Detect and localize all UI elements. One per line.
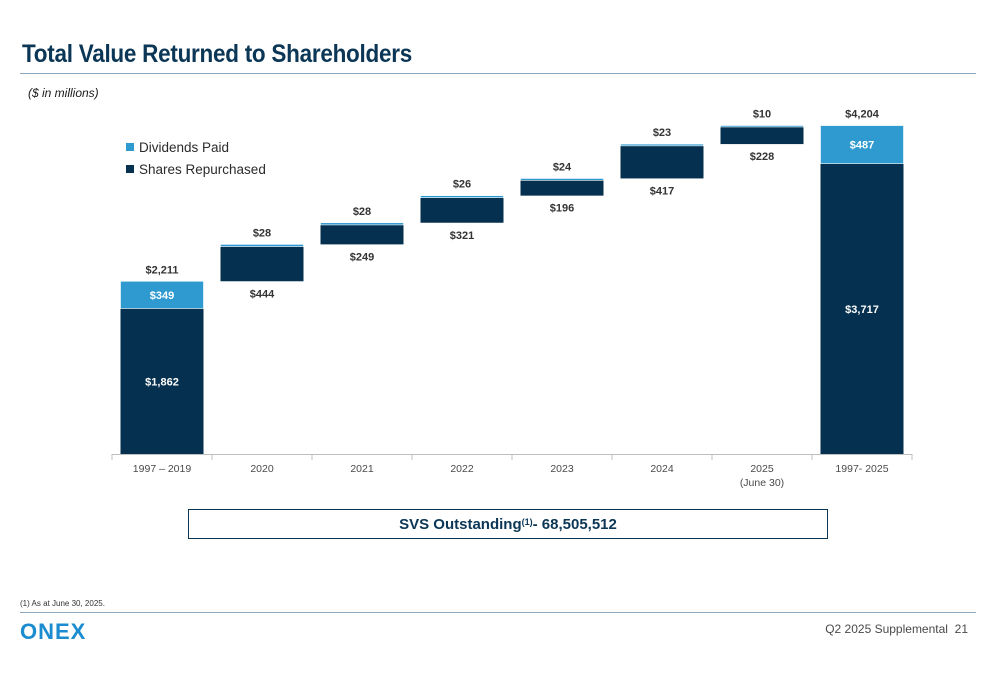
footer-rule xyxy=(20,612,976,613)
bar-dividends-paid xyxy=(320,222,404,226)
data-label-dividends-paid: $24 xyxy=(553,161,572,173)
x-tick-label: (June 30) xyxy=(740,477,784,489)
x-tick-label: 2022 xyxy=(450,463,474,475)
data-label-total: $2,211 xyxy=(145,264,178,276)
units-subtitle: ($ in millions) xyxy=(28,86,99,100)
legend-swatch xyxy=(126,143,134,151)
x-tick-label: 2023 xyxy=(550,463,574,475)
data-label-total: $4,204 xyxy=(845,109,880,121)
bar-shares-repurchased xyxy=(620,145,704,179)
data-label-shares-repurchased: $196 xyxy=(550,203,574,215)
page-title: Total Value Returned to Shareholders xyxy=(22,40,412,68)
bar-shares-repurchased xyxy=(120,308,204,454)
bar-dividends-paid xyxy=(220,244,304,247)
data-label-dividends-paid: $10 xyxy=(753,108,771,120)
bar-dividends-paid xyxy=(620,143,704,147)
logo-wordmark: ONEX xyxy=(20,620,86,642)
page-footer: Q2 2025 Supplemental 21 xyxy=(825,622,968,636)
x-tick-label: 1997- 2025 xyxy=(835,463,888,475)
bar-shares-repurchased xyxy=(420,197,504,223)
data-label-dividends-paid: $28 xyxy=(253,227,271,239)
legend-label: Dividends Paid xyxy=(139,140,229,155)
bar-shares-repurchased xyxy=(820,163,904,454)
bar-dividends-paid xyxy=(120,280,204,309)
data-label-dividends-paid: $487 xyxy=(850,140,874,152)
svs-label: SVS Outstanding xyxy=(399,515,522,533)
bar-dividends-paid xyxy=(520,178,604,181)
data-label-shares-repurchased: $444 xyxy=(250,288,275,300)
data-label-dividends-paid: $26 xyxy=(453,179,471,191)
data-label-dividends-paid: $349 xyxy=(150,290,174,302)
title-rule xyxy=(20,73,976,74)
bar-shares-repurchased xyxy=(220,246,304,282)
data-label-shares-repurchased: $249 xyxy=(350,251,374,263)
bar-shares-repurchased xyxy=(720,126,804,145)
data-label-dividends-paid: $28 xyxy=(353,206,371,218)
bar-shares-repurchased xyxy=(320,224,404,245)
bar-dividends-paid xyxy=(420,195,504,198)
data-label-shares-repurchased: $1,862 xyxy=(145,376,179,388)
onex-logo: ONEX xyxy=(20,620,86,642)
svs-value: - 68,505,512 xyxy=(532,515,617,533)
data-label-shares-repurchased: $321 xyxy=(450,230,474,242)
x-tick-label: 2024 xyxy=(650,463,674,475)
data-label-shares-repurchased: $417 xyxy=(650,185,674,197)
bar-shares-repurchased xyxy=(520,180,604,196)
x-tick-label: 2021 xyxy=(350,463,374,475)
legend-swatch xyxy=(126,165,134,173)
bar-dividends-paid xyxy=(720,125,804,128)
data-label-shares-repurchased: $3,717 xyxy=(845,304,879,316)
data-label-dividends-paid: $23 xyxy=(653,127,671,139)
page-number: 21 xyxy=(954,622,968,636)
svs-outstanding-box: SVS Outstanding (1) - 68,505,512 xyxy=(188,509,828,539)
legend-label: Shares Repurchased xyxy=(139,162,266,177)
footnote: (1) As at June 30, 2025. xyxy=(20,599,105,608)
bar-dividends-paid xyxy=(820,125,904,164)
data-label-shares-repurchased: $228 xyxy=(750,151,774,163)
x-tick-label: 2025 xyxy=(750,463,774,475)
svs-footnote-ref: (1) xyxy=(521,517,533,527)
x-tick-label: 1997 – 2019 xyxy=(133,463,192,475)
x-tick-label: 2020 xyxy=(250,463,274,475)
page-label: Q2 2025 Supplemental xyxy=(825,622,948,636)
